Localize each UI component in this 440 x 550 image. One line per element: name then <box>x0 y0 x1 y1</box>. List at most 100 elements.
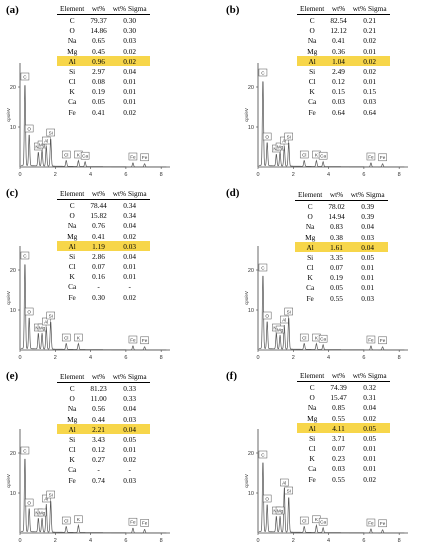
wt-cell: 0.65 <box>92 36 105 46</box>
table-row: K 0.19 0.01 <box>295 273 388 283</box>
element-cell: Si <box>309 66 316 76</box>
x-tick-label: 4 <box>89 355 92 361</box>
svg-text:Ca: Ca <box>320 337 326 342</box>
element-cell: K <box>309 87 315 97</box>
svg-text:K: K <box>77 517 81 522</box>
element-cell: Al <box>297 423 328 434</box>
sigma-cell: 0.02 <box>363 413 377 423</box>
svg-text:Fe: Fe <box>130 154 136 159</box>
element-cell: Ca <box>308 464 317 474</box>
table-row: O 15.82 0.34 <box>57 211 150 221</box>
wt-cell: 2.97 <box>92 66 105 76</box>
y-axis-label: cps/eV <box>244 108 249 122</box>
element-cell: Al <box>57 424 88 435</box>
sigma-cell: 0.02 <box>363 66 377 76</box>
table-row: Al 2.21 0.04 <box>57 424 150 435</box>
table-row: O 14.94 0.39 <box>295 212 388 222</box>
peak-tag-o: O <box>262 132 272 141</box>
svg-text:Si: Si <box>49 130 53 135</box>
element-cell: Ca <box>308 97 317 107</box>
svg-text:C: C <box>261 70 265 75</box>
wt-cell: 0.44 <box>92 414 105 424</box>
y-axis-label: cps/eV <box>244 291 249 305</box>
sigma-cell: 0.15 <box>363 87 377 97</box>
svg-text:Si: Si <box>49 492 53 497</box>
sigma-cell: 0.34 <box>123 200 137 210</box>
peak-tag-o: O <box>24 498 34 507</box>
sigma-cell: 0.01 <box>123 262 137 272</box>
peak-tag-c: C <box>20 72 30 81</box>
peak-tag-cl: Cl <box>61 150 71 159</box>
sigma-cell: 0.01 <box>361 263 375 273</box>
composition-table: Element wt% wt% Sigma C 78.02 0.39 O 14.94 0.39 N… <box>295 189 388 304</box>
wt-cell: 3.71 <box>332 433 345 443</box>
x-tick-label: 0 <box>18 538 21 544</box>
peak-tag-mg: Mg <box>275 325 285 334</box>
peak-tag-ca: Ca <box>318 517 328 526</box>
svg-text:K: K <box>315 517 319 522</box>
sigma-cell: 0.01 <box>363 464 377 474</box>
wt-cell: 0.07 <box>92 262 105 272</box>
table-row: Mg 0.55 0.02 <box>297 413 390 423</box>
peak-tag-mg: Mg <box>37 508 47 517</box>
table-row: K 0.15 0.15 <box>297 87 390 97</box>
element-cell: Fe <box>68 292 76 302</box>
wt-cell: - <box>97 282 100 292</box>
svg-text:Al: Al <box>282 317 286 322</box>
sigma-cell: 0.30 <box>123 26 137 36</box>
sigma-cell: 0.05 <box>123 434 137 444</box>
wt-cell: 0.12 <box>332 77 345 87</box>
table-row: O 14.86 0.30 <box>57 26 150 36</box>
table-row: Fe 0.64 0.64 <box>297 107 390 117</box>
sigma-cell: 0.39 <box>361 212 375 222</box>
sigma-cell: 0.33 <box>123 394 137 404</box>
svg-text:Fe: Fe <box>380 155 386 160</box>
wt-cell: 2.21 <box>87 424 110 435</box>
y-tick-label: 20 <box>10 451 16 457</box>
element-cell: Ca <box>68 465 77 475</box>
peak-tag-al: Al <box>280 315 289 324</box>
composition-table: Element wt% wt% Sigma C 81.23 0.33 O 11.00 0.33 N… <box>57 371 150 486</box>
element-cell: C <box>69 383 75 393</box>
composition-table: Element wt% wt% Sigma C 78.44 0.34 O 15.82 0.34 N… <box>57 188 150 303</box>
column-header: wt% Sigma <box>349 3 390 16</box>
composition-table: Element wt% wt% Sigma C 74.39 0.32 O 15.47 0.31 N… <box>297 370 390 485</box>
peak-tag-fe: Fe <box>366 518 376 527</box>
element-cell: Cl <box>68 77 76 87</box>
svg-text:O: O <box>27 126 31 131</box>
sigma-cell: 0.04 <box>363 403 377 413</box>
wt-cell: 2.49 <box>332 66 345 76</box>
sigma-cell: 0.21 <box>363 26 377 36</box>
peak-tag-fe: Fe <box>140 336 149 345</box>
wt-cell: 15.82 <box>90 211 107 221</box>
sigma-cell: 0.39 <box>361 201 375 211</box>
element-cell: Na <box>67 221 77 231</box>
sigma-cell: 0.34 <box>123 211 137 221</box>
peak-tag-fe: Fe <box>128 335 138 344</box>
table-row: Cl 0.07 0.01 <box>295 263 388 273</box>
element-cell: Cl <box>308 444 316 454</box>
svg-text:K: K <box>77 152 81 157</box>
element-cell: Ca <box>68 282 77 292</box>
column-header: wt% Sigma <box>349 370 390 383</box>
svg-text:Cl: Cl <box>302 518 306 523</box>
peak-tag-al: Al <box>42 136 51 145</box>
sigma-cell: - <box>128 282 131 292</box>
element-cell: Ca <box>306 283 315 293</box>
table-row: O 12.12 0.21 <box>297 26 390 36</box>
element-cell: O <box>309 393 315 403</box>
panel-c: 024682010cps/eVCONaMgAlSiClKFeFe(c)Eleme… <box>0 183 220 366</box>
svg-text:Al: Al <box>44 138 48 143</box>
table-row: Fe 0.30 0.02 <box>57 292 150 302</box>
element-cell: C <box>309 15 315 25</box>
table-row: Ca 0.05 0.01 <box>57 97 150 107</box>
panel-f: 024682010cps/eVCONaMgAlSiClKCaFeFe(f)Ele… <box>220 366 440 549</box>
sigma-cell: 0.04 <box>123 404 137 414</box>
x-tick-label: 0 <box>18 355 21 361</box>
y-tick-label: 10 <box>248 308 254 314</box>
sigma-cell: 0.02 <box>123 292 137 302</box>
wt-cell: 79.37 <box>90 15 107 25</box>
element-cell: Al <box>297 56 328 67</box>
